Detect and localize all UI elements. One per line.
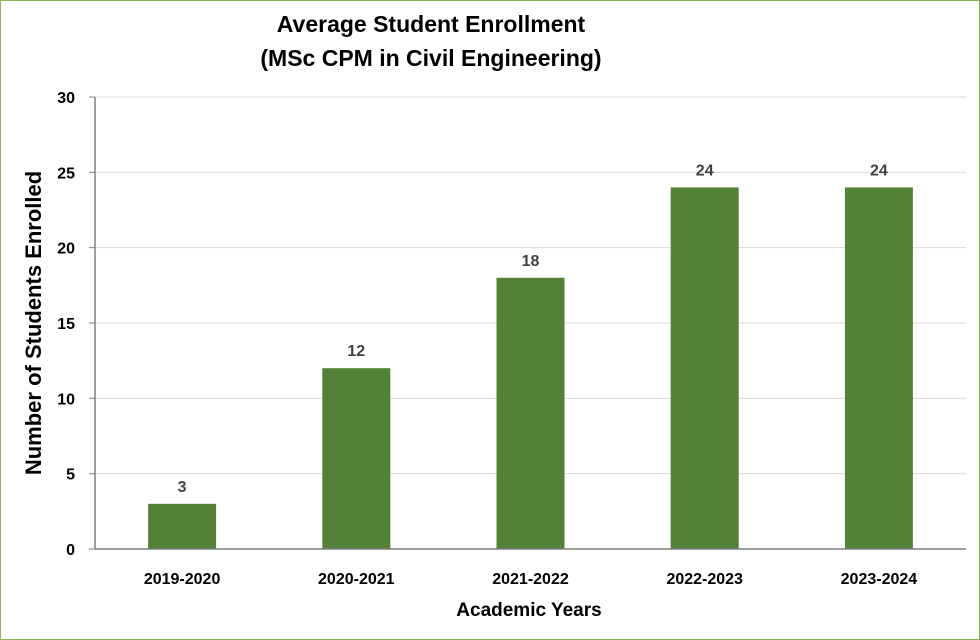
axes: 0 5 10 15 20 25 30 2019-2020 2020-2021 2021-2022 2… <box>57 90 966 588</box>
x-tick-label-2020-2021: 2020-2021 <box>318 571 395 588</box>
data-label-2020-2021: 12 <box>347 343 365 360</box>
data-labels: 3 12 18 24 24 <box>178 162 888 495</box>
y-axis-title: Number of Students Enrolled <box>21 171 46 475</box>
y-tick-label: 15 <box>57 316 75 333</box>
data-label-2022-2023: 24 <box>696 162 714 179</box>
bar-2020-2021 <box>322 368 391 549</box>
y-tick-label: 25 <box>57 165 75 182</box>
bars <box>148 187 913 549</box>
bar-2019-2020 <box>148 503 217 549</box>
data-label-2021-2022: 18 <box>522 253 540 270</box>
bar-2023-2024 <box>844 187 913 549</box>
x-tick-label-2022-2023: 2022-2023 <box>666 571 743 588</box>
y-tick-label: 30 <box>57 90 75 107</box>
bar-2021-2022 <box>496 277 565 549</box>
x-axis-title: Academic Years <box>456 600 601 621</box>
chart-title-line-2: (MSc CPM in Civil Engineering) <box>260 45 601 71</box>
data-label-2023-2024: 24 <box>870 162 888 179</box>
data-label-2019-2020: 3 <box>178 479 187 496</box>
chart-title-line-1: Average Student Enrollment <box>277 11 586 37</box>
y-tick-label: 20 <box>57 241 75 258</box>
y-tick-label: 10 <box>57 391 75 408</box>
x-tick-label-2019-2020: 2019-2020 <box>144 571 221 588</box>
x-tick-label-2021-2022: 2021-2022 <box>492 571 569 588</box>
bar-2022-2023 <box>670 187 739 549</box>
y-tick-label: 5 <box>66 467 75 484</box>
x-tick-label-2023-2024: 2023-2024 <box>841 571 918 588</box>
y-tick-label: 0 <box>66 542 75 559</box>
